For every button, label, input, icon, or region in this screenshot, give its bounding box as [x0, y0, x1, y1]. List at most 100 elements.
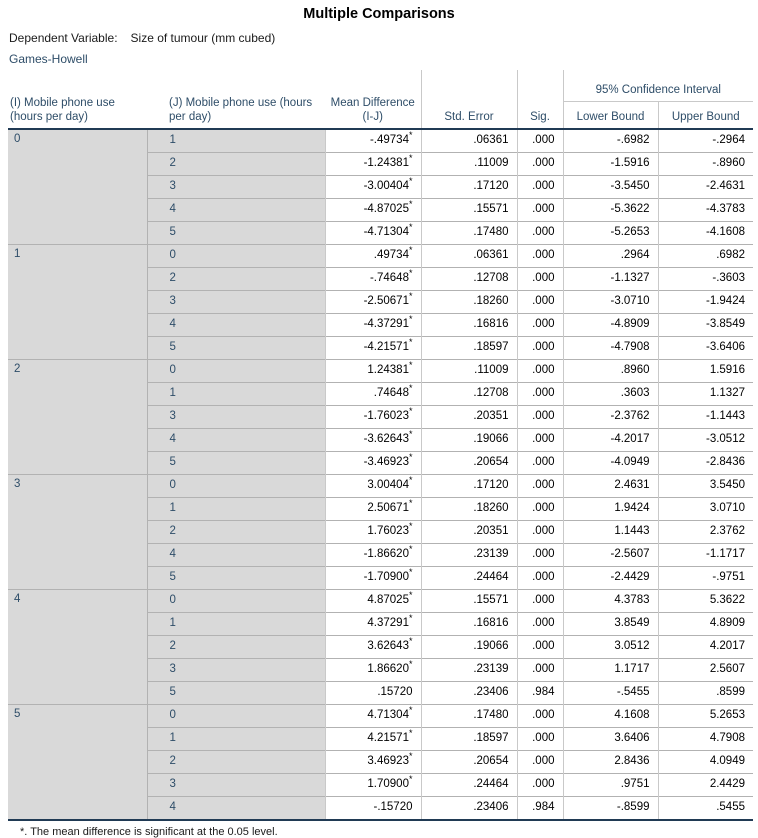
mean-difference-cell: 1.24381*: [325, 359, 422, 383]
std-error-cell: .12708: [421, 267, 518, 291]
table-row: 3 0 3.00404* .17120.000 2.4631 3.5450: [8, 474, 753, 590]
std-error-cell: .23406: [421, 796, 518, 820]
mean-difference-value: -2.50671: [363, 295, 409, 308]
i-group-label: 3: [8, 474, 148, 590]
mean-difference-value: -4.21571: [363, 341, 409, 354]
header-upper-bound: Upper Bound: [658, 101, 753, 129]
j-label-cell: 2: [147, 635, 326, 659]
sig-cell: .000: [517, 497, 564, 521]
j-label-cell: 3: [147, 290, 326, 314]
mean-difference-value: 4.71304: [367, 709, 409, 722]
j-label-cell: 2: [147, 750, 326, 774]
upper-bound-cell: -3.8549: [658, 313, 753, 337]
std-error-cell: .23139: [421, 543, 518, 567]
j-label-cell: 4: [147, 543, 326, 567]
mean-difference-cell: -4.87025*: [325, 198, 422, 222]
table-row: 3 -2.50671* .18260.000 -3.0710 -1.9424: [8, 290, 753, 314]
significance-star: *: [408, 337, 413, 348]
mean-difference-value: -.74648: [369, 272, 409, 285]
significance-star: *: [408, 291, 413, 302]
header-mean-difference: Mean Difference (I-J): [325, 70, 422, 129]
table-row: 4 0 4.87025* .15571.000 4.3783 5.3622: [8, 589, 753, 705]
significance-star: *: [408, 406, 413, 417]
lower-bound-cell: -.6982: [563, 128, 659, 153]
sig-cell: .000: [517, 543, 564, 567]
significance-star: *: [408, 659, 413, 670]
lower-bound-cell: .9751: [563, 773, 659, 797]
lower-bound-cell: -3.5450: [563, 175, 659, 199]
table-row: 1 4.21571* .18597.000 3.6406 4.7908: [8, 727, 753, 751]
significance-star: *: [408, 475, 413, 486]
table-row: 0 1 -.49734* .06361.000 -.6982 -.2964: [8, 128, 753, 245]
sig-cell: .000: [517, 336, 564, 360]
sig-cell: .000: [517, 750, 564, 774]
header-lower-bound: Lower Bound: [563, 101, 659, 129]
mean-difference-value: -1.86620: [363, 548, 409, 561]
j-label-cell: 1: [147, 128, 326, 153]
upper-bound-cell: .6982: [658, 244, 753, 268]
j-label-cell: 4: [147, 428, 326, 452]
header-confidence-interval: 95% Confidence Interval: [563, 70, 753, 102]
table-row: 3 -3.00404* .17120.000 -3.5450 -2.4631: [8, 175, 753, 199]
j-label-cell: 4: [147, 198, 326, 222]
i-group-label: 5: [8, 704, 148, 820]
significance-star: *: [408, 751, 413, 762]
method-label: Games-Howell: [9, 52, 88, 66]
mean-difference-cell: 1.76023*: [325, 520, 422, 544]
header-i-column: (I) Mobile phone use (hours per day): [8, 70, 147, 129]
std-error-cell: .11009: [421, 152, 518, 176]
mean-difference-cell: 2.50671*: [325, 497, 422, 521]
j-label-cell: 0: [147, 589, 326, 613]
mean-difference-value: .74648: [373, 387, 409, 400]
upper-bound-cell: -.8960: [658, 152, 753, 176]
lower-bound-cell: -5.2653: [563, 221, 659, 245]
std-error-cell: .16816: [421, 612, 518, 636]
table-row: 4 -4.37291* .16816.000 -4.8909 -3.8549: [8, 313, 753, 337]
std-error-cell: .11009: [421, 359, 518, 383]
j-label-cell: 1: [147, 497, 326, 521]
lower-bound-cell: .8960: [563, 359, 659, 383]
mean-difference-value: .15720: [377, 686, 413, 699]
lower-bound-cell: -1.5916: [563, 152, 659, 176]
sig-cell: .000: [517, 175, 564, 199]
table-row: 1 4.37291* .16816.000 3.8549 4.8909: [8, 612, 753, 636]
sig-cell: .000: [517, 635, 564, 659]
significance-star: *: [408, 268, 413, 279]
lower-bound-cell: 3.6406: [563, 727, 659, 751]
upper-bound-cell: -1.1717: [658, 543, 753, 567]
sig-cell: .000: [517, 612, 564, 636]
sig-cell: .984: [517, 796, 564, 820]
significance-star: *: [408, 429, 413, 440]
mean-difference-cell: -2.50671*: [325, 290, 422, 314]
sig-cell: .000: [517, 221, 564, 245]
sig-cell: .000: [517, 474, 564, 498]
lower-bound-cell: -4.2017: [563, 428, 659, 452]
header-std-error: Std. Error: [421, 70, 518, 129]
std-error-cell: .18260: [421, 290, 518, 314]
mean-difference-value: -4.71304: [363, 226, 409, 239]
i-group-label: 0: [8, 128, 148, 245]
mean-difference-cell: -.15720: [325, 796, 422, 820]
significance-star: *: [408, 705, 413, 716]
std-error-cell: .17480: [421, 221, 518, 245]
sig-cell: .984: [517, 681, 564, 705]
std-error-cell: .19066: [421, 428, 518, 452]
mean-difference-value: -3.46923: [363, 456, 409, 469]
lower-bound-cell: 1.1717: [563, 658, 659, 682]
table-row: 3 1.86620* .23139.000 1.1717 2.5607: [8, 658, 753, 682]
upper-bound-cell: -3.6406: [658, 336, 753, 360]
j-label-cell: 0: [147, 474, 326, 498]
mean-difference-cell: 4.87025*: [325, 589, 422, 613]
mean-difference-value: -1.24381: [363, 157, 409, 170]
upper-bound-cell: -1.1443: [658, 405, 753, 429]
upper-bound-cell: 4.2017: [658, 635, 753, 659]
j-label-cell: 5: [147, 566, 326, 590]
j-label-cell: 3: [147, 175, 326, 199]
std-error-cell: .24464: [421, 566, 518, 590]
sig-cell: .000: [517, 244, 564, 268]
mean-difference-cell: -4.21571*: [325, 336, 422, 360]
std-error-cell: .18597: [421, 336, 518, 360]
mean-difference-value: -4.37291: [363, 318, 409, 331]
std-error-cell: .17480: [421, 704, 518, 728]
table-row: 2 -.74648* .12708.000 -1.1327 -.3603: [8, 267, 753, 291]
